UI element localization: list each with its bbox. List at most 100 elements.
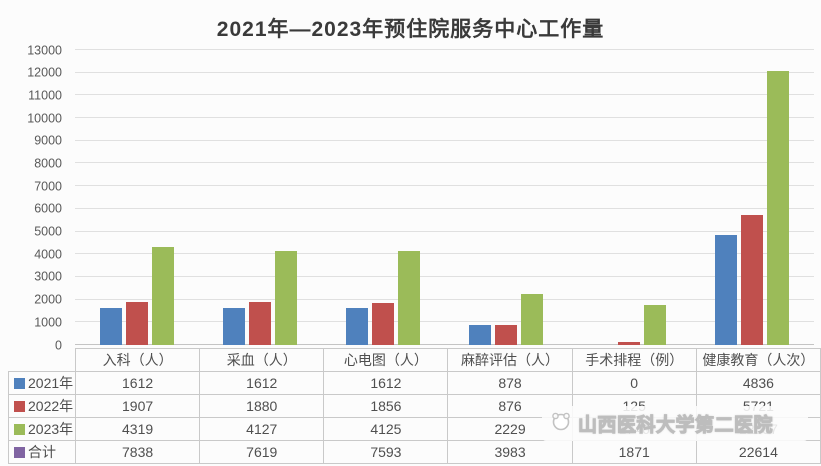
bar-2022年-健康教育（人次）	[741, 215, 764, 345]
y-tick-label: 12000	[27, 65, 62, 80]
bar-2021年-健康教育（人次）	[715, 235, 738, 345]
legend-item: 2021年	[8, 371, 76, 395]
bar-2022年-采血（人）	[248, 302, 271, 345]
value-cell: 1907	[74, 394, 201, 418]
plot-area	[75, 49, 814, 345]
value-cell: 878	[447, 371, 573, 395]
column-header: 手术排程（例）	[571, 348, 697, 372]
value-cell: 3983	[447, 440, 573, 464]
table-row: 2021年 1612 1612 1612 878 0 4836	[8, 371, 821, 395]
column-header: 心电图（人）	[323, 348, 449, 372]
gridline	[75, 94, 814, 96]
gridline	[75, 71, 814, 73]
bar-2022年-手术排程（例）	[618, 342, 641, 345]
y-tick-label: 13000	[27, 42, 62, 57]
bar-2023年-入科（人）	[151, 247, 174, 345]
bar-2021年-心电图（人）	[345, 308, 368, 345]
x-axis-line	[75, 344, 814, 345]
y-tick-label: 5000	[34, 224, 62, 239]
gridline	[75, 185, 814, 187]
legend-item: 2023年	[8, 417, 76, 441]
column-header: 麻醉评估（人）	[447, 348, 573, 372]
value-cell: 4836	[695, 371, 821, 395]
hospital-logo-icon	[550, 410, 572, 437]
bar-2023年-手术排程（例）	[644, 305, 667, 345]
gridline	[75, 321, 814, 323]
column-header: 健康教育（人次）	[695, 348, 821, 372]
gridline	[75, 162, 814, 164]
table-row: 2023年4319412741252229174612057	[8, 417, 821, 441]
value-cell: 4125	[323, 417, 449, 441]
gridline	[75, 207, 814, 209]
value-cell: 7619	[199, 440, 325, 464]
legend-key-icon	[14, 447, 25, 458]
legend-label: 2021年	[28, 375, 74, 391]
value-cell: 1612	[74, 371, 201, 395]
bar-2022年-入科（人）	[125, 301, 148, 345]
legend-item: 合计	[8, 440, 76, 464]
value-cell: 7593	[323, 440, 449, 464]
bar-2023年-麻醉评估（人）	[521, 294, 544, 345]
value-cell: 4127	[199, 417, 325, 441]
bars-layer	[75, 50, 814, 345]
y-tick-label: 0	[55, 337, 62, 352]
y-tick-label: 8000	[34, 156, 62, 171]
legend-item: 2022年	[8, 394, 76, 418]
value-cell: 0	[571, 371, 697, 395]
y-tick-label: 7000	[34, 178, 62, 193]
gridline	[75, 275, 814, 277]
bar-2021年-入科（人）	[99, 308, 122, 345]
gridline	[75, 230, 814, 232]
gridline	[75, 298, 814, 300]
legend-label: 2023年	[28, 421, 74, 437]
table-corner-cell	[8, 348, 76, 372]
value-cell: 1880	[199, 394, 325, 418]
bar-2021年-麻醉评估（人）	[469, 325, 492, 345]
bar-2023年-心电图（人）	[397, 251, 420, 345]
value-cell: 4319	[74, 417, 201, 441]
value-cell: 7838	[74, 440, 201, 464]
legend-label: 2022年	[28, 398, 74, 414]
bar-2023年-健康教育（人次）	[767, 71, 790, 345]
legend-key-icon	[14, 424, 25, 435]
legend-key-icon	[14, 401, 25, 412]
watermark-text: 山西医科大学第二医院	[577, 415, 774, 437]
column-header: 采血（人）	[199, 348, 325, 372]
y-axis: 0 1000 2000 3000 4000 5000 6000 7000 8000 9000 100…	[0, 44, 68, 351]
bar-group-1	[75, 50, 198, 345]
value-cell: 1871	[571, 440, 697, 464]
gridline	[75, 117, 814, 119]
bar-2023年-采血（人）	[274, 251, 297, 345]
value-cell: 1856	[323, 394, 449, 418]
column-header: 入科（人）	[74, 348, 201, 372]
gridline	[75, 139, 814, 141]
bar-2021年-采血（人）	[222, 308, 245, 345]
y-tick-label: 2000	[34, 292, 62, 307]
gridline	[75, 253, 814, 255]
table-header-row: 入科（人） 采血（人） 心电图（人） 麻醉评估（人） 手术排程（例） 健康教育（人次）	[8, 348, 821, 372]
bar-2022年-心电图（人）	[371, 302, 394, 345]
y-tick-label: 1000	[34, 315, 62, 330]
bar-2022年-麻醉评估（人）	[495, 325, 518, 345]
chart-title: 2021年—2023年预住院服务中心工作量	[216, 18, 605, 41]
legend-key-icon	[14, 378, 25, 389]
y-tick-label: 6000	[34, 201, 62, 216]
bar-group-2	[198, 50, 321, 345]
bar-group-4	[445, 50, 568, 345]
value-cell: 1612	[199, 371, 325, 395]
value-cell: 22614	[695, 440, 821, 464]
data-table: 入科（人） 采血（人） 心电图（人） 麻醉评估（人） 手术排程（例） 健康教育（人次） 20…	[8, 348, 821, 464]
legend-label: 合计	[28, 444, 56, 460]
bar-group-6	[691, 50, 814, 345]
bar-group-3	[321, 50, 444, 345]
bar-group-5	[568, 50, 691, 345]
table-row: 合计 7838 7619 7593 3983 1871 22614	[8, 440, 821, 464]
y-tick-label: 4000	[34, 246, 62, 261]
y-tick-label: 10000	[27, 110, 62, 125]
watermark: 山西医科大学第二医院	[542, 406, 808, 441]
y-tick-label: 3000	[34, 269, 62, 284]
value-cell: 1612	[323, 371, 449, 395]
y-tick-label: 9000	[34, 133, 62, 148]
y-tick-label: 11000	[28, 88, 62, 103]
